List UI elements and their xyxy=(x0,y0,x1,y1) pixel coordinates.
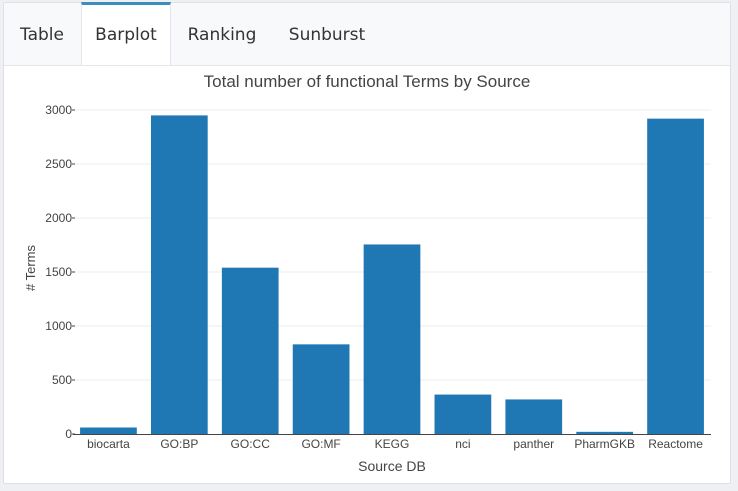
x-tick-label: GO:CC xyxy=(231,437,271,451)
x-tick-label: Reactome xyxy=(648,437,703,451)
y-axis-label: # Terms xyxy=(23,245,38,291)
y-tick-label: 3000 xyxy=(45,103,72,117)
y-tick-label: 2500 xyxy=(45,157,72,171)
bar-reactome[interactable] xyxy=(647,118,704,434)
x-tick-label: KEGG xyxy=(375,437,410,451)
y-axis-ticks: 0 500 1000 1500 2000 2500 3000 xyxy=(45,103,75,441)
x-tick-label: GO:BP xyxy=(160,437,198,451)
bar-panther[interactable] xyxy=(505,399,563,434)
y-tick-label: 1000 xyxy=(45,319,72,333)
x-tick-label: GO:MF xyxy=(301,437,340,451)
bars xyxy=(80,115,704,435)
x-tick-label: PharmGKB xyxy=(574,437,635,451)
tab-barplot[interactable]: Barplot xyxy=(81,2,171,65)
bar-kegg[interactable] xyxy=(363,244,421,434)
bar-pharmgkb[interactable] xyxy=(576,431,634,434)
y-tick-label: 2000 xyxy=(45,211,72,225)
tab-sunburst[interactable]: Sunburst xyxy=(288,25,366,45)
tab-bar: Table Barplot Ranking Sunburst xyxy=(4,2,730,66)
tab-ranking[interactable]: Ranking xyxy=(187,25,257,45)
x-tick-label: panther xyxy=(513,437,554,451)
tab-table[interactable]: Table xyxy=(20,25,64,45)
bar-nci[interactable] xyxy=(434,394,492,434)
chart-title: Total number of functional Terms by Sour… xyxy=(204,72,531,91)
bar-go-mf[interactable] xyxy=(292,344,350,434)
y-tick-label: 1500 xyxy=(45,265,72,279)
x-axis-label: Source DB xyxy=(358,458,426,474)
bar-go-cc[interactable] xyxy=(221,267,279,434)
y-tick-label: 500 xyxy=(52,373,72,387)
y-tick-label: 0 xyxy=(65,427,72,441)
x-tick-label: nci xyxy=(455,437,470,451)
bar-biocarta[interactable] xyxy=(80,427,137,434)
x-tick-label: biocarta xyxy=(87,437,130,451)
bar-go-bp[interactable] xyxy=(150,115,208,435)
x-axis-ticks: biocarta GO:BP GO:CC GO:MF KEGG nci panther Pha… xyxy=(87,437,703,451)
